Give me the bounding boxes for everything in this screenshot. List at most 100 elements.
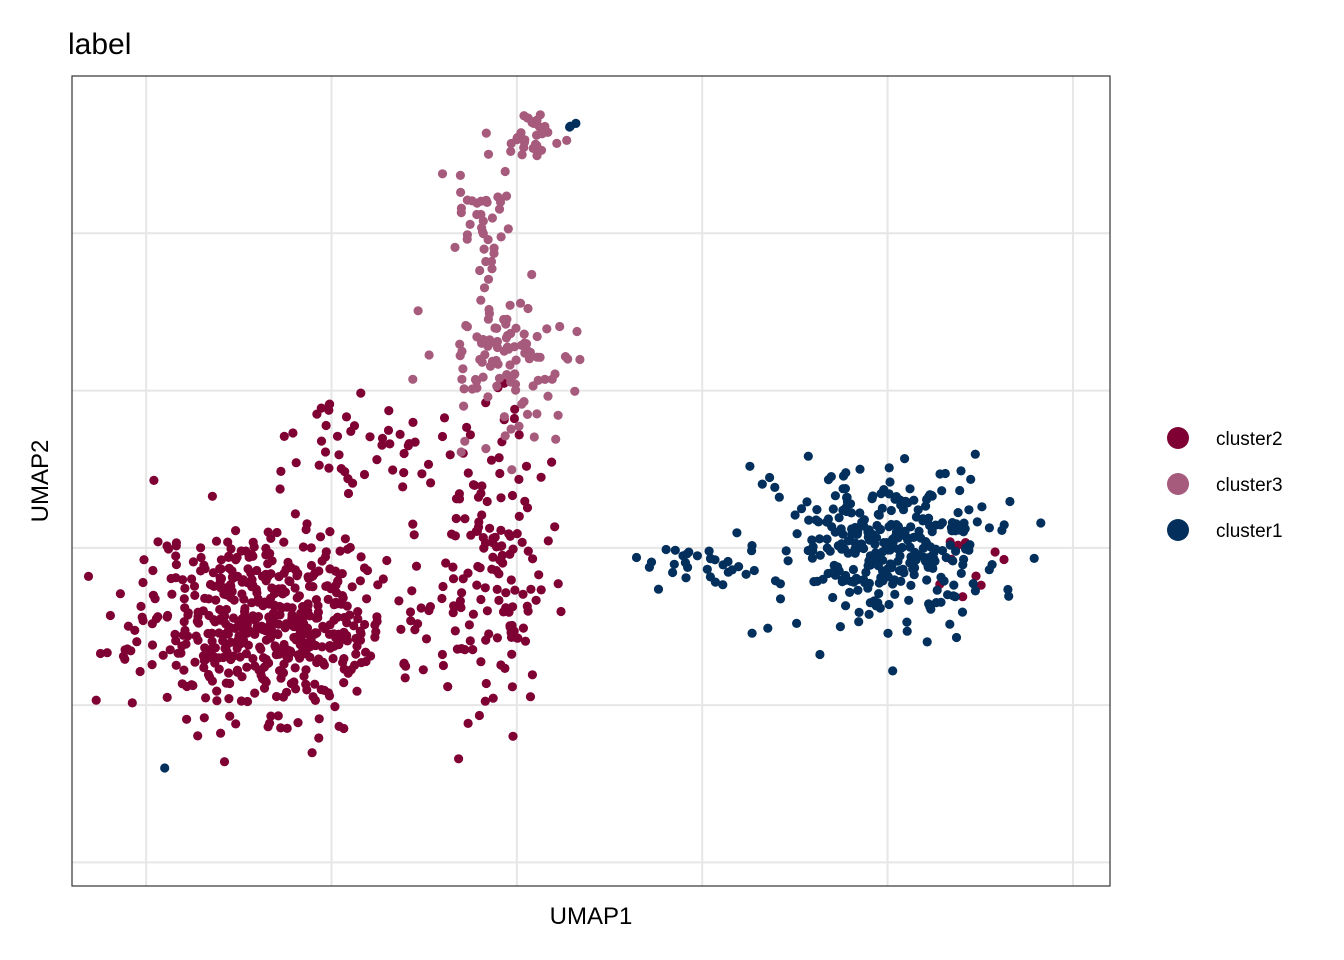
data-point-cluster2: [207, 676, 217, 686]
data-point-cluster2: [528, 554, 538, 564]
data-point-cluster3: [505, 300, 515, 310]
data-point-cluster1: [749, 565, 759, 576]
data-point-cluster2: [211, 595, 221, 605]
data-point-cluster2: [150, 594, 160, 604]
data-point-cluster1: [868, 530, 879, 540]
data-point-cluster1: [908, 564, 918, 574]
data-point-cluster2: [408, 417, 418, 427]
data-point-cluster3: [479, 283, 490, 293]
data-point-cluster2: [514, 474, 524, 484]
data-point-cluster1: [936, 572, 946, 582]
data-point-cluster2: [91, 695, 101, 705]
data-point-cluster2: [298, 542, 308, 552]
data-point-cluster2: [501, 588, 511, 598]
data-point-cluster1: [941, 552, 951, 563]
data-point-cluster1: [815, 550, 825, 560]
data-point-cluster1: [841, 503, 851, 513]
data-point-cluster2: [216, 555, 226, 565]
data-point-cluster2: [496, 493, 506, 503]
data-point-cluster2: [240, 603, 250, 614]
data-point-cluster2: [132, 637, 142, 647]
data-point-cluster2: [491, 542, 502, 552]
data-point-cluster3: [455, 339, 465, 349]
data-point-cluster1: [832, 562, 843, 572]
data-point-cluster1: [872, 520, 882, 531]
data-point-cluster2: [147, 660, 157, 670]
data-point-cluster1: [835, 622, 846, 632]
data-point-cluster1: [745, 461, 755, 471]
data-point-cluster3: [530, 139, 541, 149]
data-point-cluster1: [984, 523, 995, 533]
data-point-cluster3: [499, 412, 509, 422]
data-point-cluster2: [136, 601, 146, 612]
data-point-cluster1: [859, 515, 870, 525]
data-point-cluster3: [494, 204, 505, 214]
data-point-cluster2: [448, 562, 458, 572]
data-point-cluster2: [252, 588, 262, 598]
data-point-cluster2: [282, 602, 292, 612]
data-point-cluster2: [343, 544, 353, 554]
data-point-cluster2: [372, 455, 382, 465]
data-point-cluster2: [249, 542, 259, 552]
data-point-cluster3: [510, 385, 521, 395]
data-point-cluster1: [970, 586, 981, 596]
data-point-cluster1: [901, 496, 911, 506]
data-point-cluster2: [102, 648, 112, 658]
data-point-cluster2: [464, 620, 474, 630]
data-point-cluster2: [337, 598, 347, 608]
data-point-cluster2: [285, 646, 296, 656]
data-point-cluster2: [400, 673, 410, 683]
data-point-cluster3: [552, 138, 562, 148]
data-point-cluster2: [291, 458, 301, 468]
data-point-cluster2: [207, 628, 217, 638]
data-point-cluster2: [304, 573, 314, 584]
data-point-cluster2: [339, 678, 349, 688]
data-point-cluster1: [849, 577, 859, 587]
data-point-cluster1: [814, 534, 825, 544]
data-point-cluster1: [876, 572, 886, 583]
data-point-cluster3: [496, 232, 506, 242]
data-point-cluster3: [459, 401, 469, 411]
data-point-cluster2: [510, 404, 520, 414]
data-point-cluster2: [339, 654, 349, 664]
data-point-cluster2: [158, 650, 168, 660]
data-point-cluster2: [291, 684, 301, 694]
data-point-cluster3: [555, 321, 565, 332]
data-point-cluster2: [276, 673, 286, 683]
data-point-cluster2: [477, 510, 487, 520]
data-point-cluster2: [302, 685, 312, 695]
data-point-cluster2: [438, 581, 448, 592]
data-point-cluster2: [306, 560, 317, 571]
plot-panel-border: [71, 75, 1111, 887]
data-point-cluster3: [486, 337, 496, 348]
data-point-cluster2: [315, 532, 326, 542]
data-point-cluster2: [496, 525, 506, 536]
data-point-cluster1: [885, 477, 895, 487]
legend-label-cluster3: cluster3: [1216, 475, 1283, 496]
data-point-cluster2: [162, 612, 172, 622]
data-point-cluster2: [423, 459, 434, 469]
data-point-cluster2: [465, 430, 475, 440]
data-point-cluster2: [325, 527, 335, 537]
data-point-cluster2: [320, 447, 331, 457]
data-point-cluster3: [413, 306, 423, 316]
data-point-cluster1: [953, 507, 963, 518]
data-point-cluster2: [214, 664, 224, 674]
data-point-cluster1: [781, 546, 791, 556]
data-point-cluster2: [520, 636, 531, 646]
data-point-cluster2: [252, 565, 262, 576]
data-point-cluster2: [266, 624, 276, 634]
data-point-cluster2: [523, 546, 533, 556]
data-point-cluster2: [264, 612, 274, 622]
data-point-cluster2: [226, 637, 236, 647]
data-point-cluster2: [325, 643, 335, 653]
data-point-cluster2: [417, 469, 427, 479]
data-point-cluster3: [487, 356, 497, 366]
data-point-cluster2: [346, 426, 356, 436]
data-point-cluster2: [314, 654, 324, 664]
data-point-cluster2: [105, 610, 115, 621]
data-point-cluster1: [968, 579, 978, 589]
data-point-cluster2: [976, 580, 986, 590]
data-point-cluster2: [190, 657, 200, 667]
data-point-cluster2: [497, 550, 507, 560]
